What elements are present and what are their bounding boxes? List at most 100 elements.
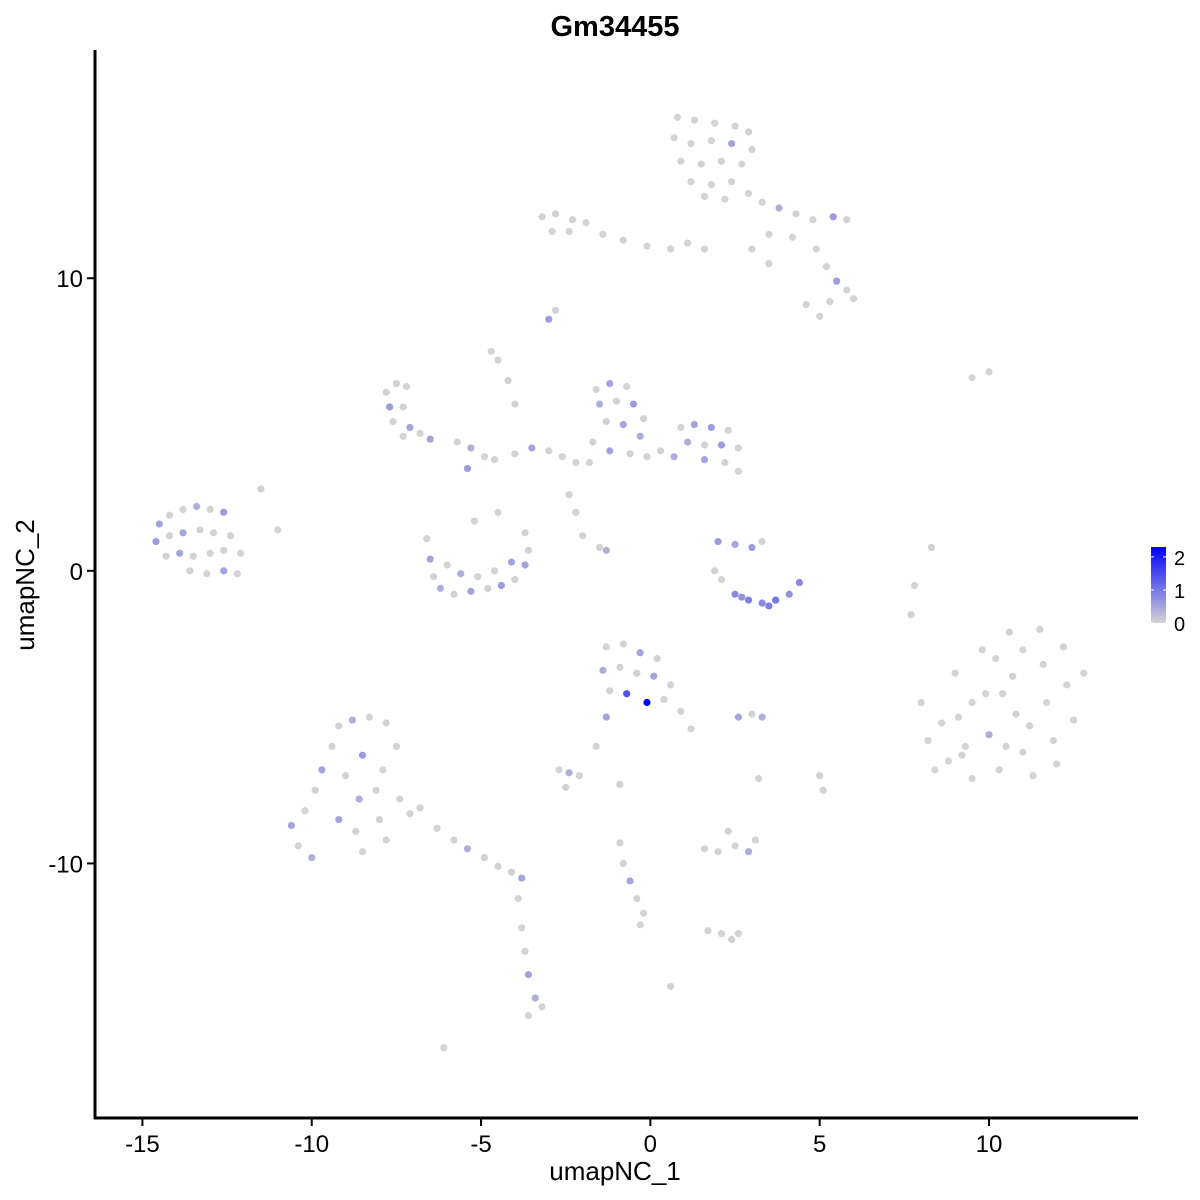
cell-point	[700, 192, 709, 200]
cell-point	[274, 526, 282, 534]
cell-point	[714, 848, 722, 856]
cell-point	[765, 260, 773, 268]
x-tick-label: 0	[644, 1131, 657, 1158]
cell-point	[582, 219, 590, 227]
cell-point	[1080, 669, 1088, 677]
cell-point	[612, 397, 621, 405]
x-tick-label: -10	[294, 1131, 329, 1158]
cell-point	[1053, 760, 1061, 768]
cell-point	[728, 178, 736, 186]
cell-point	[1019, 646, 1027, 654]
cell-point	[623, 690, 631, 698]
cell-point	[545, 447, 553, 455]
cell-point	[985, 368, 993, 376]
cell-point	[619, 420, 627, 429]
cell-point	[443, 561, 451, 569]
cell-point	[162, 552, 170, 560]
cell-point	[416, 429, 424, 437]
cell-point	[328, 742, 336, 750]
cell-point	[565, 769, 573, 777]
cell-point	[623, 382, 631, 391]
cell-point	[352, 827, 360, 835]
cell-point	[700, 845, 709, 853]
cell-point	[734, 713, 743, 721]
cell-point	[677, 423, 685, 432]
cell-point	[179, 529, 187, 537]
cell-point	[751, 836, 759, 844]
cell-point	[504, 377, 512, 385]
cell-point	[812, 245, 820, 253]
cell-point	[633, 669, 641, 677]
cell-point	[656, 447, 665, 455]
cell-point	[731, 842, 739, 850]
cell-point	[775, 204, 783, 212]
cell-point	[494, 862, 502, 870]
cell-point	[1063, 681, 1071, 689]
cell-point	[951, 669, 959, 677]
cell-point	[568, 216, 577, 224]
cell-point	[619, 640, 627, 648]
cell-point	[545, 315, 553, 323]
legend-tick-label: 2	[1174, 548, 1185, 570]
cell-point	[386, 403, 394, 411]
cell-point	[816, 312, 824, 320]
cell-point	[572, 508, 580, 516]
x-ticks: -15 -10 -5 0 5 10	[125, 1118, 1002, 1158]
cell-point	[1012, 710, 1020, 718]
cell-point	[968, 698, 976, 707]
cell-point	[667, 245, 675, 253]
cell-point	[711, 119, 719, 127]
cell-point	[673, 113, 682, 121]
cell-point	[643, 453, 651, 461]
cell-point	[562, 783, 570, 791]
cell-point	[521, 947, 529, 955]
cell-point	[927, 543, 936, 552]
cell-point	[636, 432, 644, 440]
cell-point	[165, 532, 174, 540]
cell-point	[744, 189, 753, 197]
cell-point	[707, 180, 715, 189]
cell-point	[1019, 748, 1027, 756]
cell-point	[348, 716, 356, 724]
cell-point	[375, 815, 384, 824]
cell-point	[497, 581, 505, 590]
cell-point	[365, 713, 373, 721]
cell-point	[402, 382, 411, 391]
cell-point	[524, 971, 533, 979]
cell-point	[829, 213, 837, 221]
cell-point	[555, 766, 563, 774]
cell-point	[1070, 716, 1078, 724]
cell-point	[480, 853, 489, 862]
cell-point	[616, 663, 624, 671]
cell-point	[690, 420, 698, 429]
cell-point	[599, 230, 607, 238]
cell-point	[636, 649, 644, 657]
cell-point	[697, 160, 705, 168]
cell-point	[1005, 628, 1013, 636]
cell-point	[426, 555, 434, 563]
cell-point	[690, 116, 698, 124]
cell-point	[226, 532, 235, 540]
cell-point	[700, 441, 709, 449]
legend-tick-label: 1	[1174, 581, 1185, 603]
cell-point	[758, 713, 766, 721]
cell-point	[714, 537, 722, 546]
cell-point	[484, 584, 492, 592]
cell-point	[548, 227, 556, 236]
cell-point	[910, 581, 919, 590]
cell-point	[579, 532, 587, 540]
cell-point	[467, 587, 475, 595]
cell-point	[480, 453, 489, 461]
cell-point	[602, 713, 610, 721]
cell-point	[687, 178, 695, 186]
cell-point	[406, 423, 414, 432]
cell-point	[961, 742, 969, 750]
cell-point	[748, 710, 756, 718]
cell-point	[684, 239, 692, 247]
cell-point	[843, 286, 851, 294]
cell-point	[206, 505, 214, 513]
cell-point	[748, 543, 756, 552]
cell-point	[606, 447, 614, 455]
cell-point	[511, 400, 519, 408]
